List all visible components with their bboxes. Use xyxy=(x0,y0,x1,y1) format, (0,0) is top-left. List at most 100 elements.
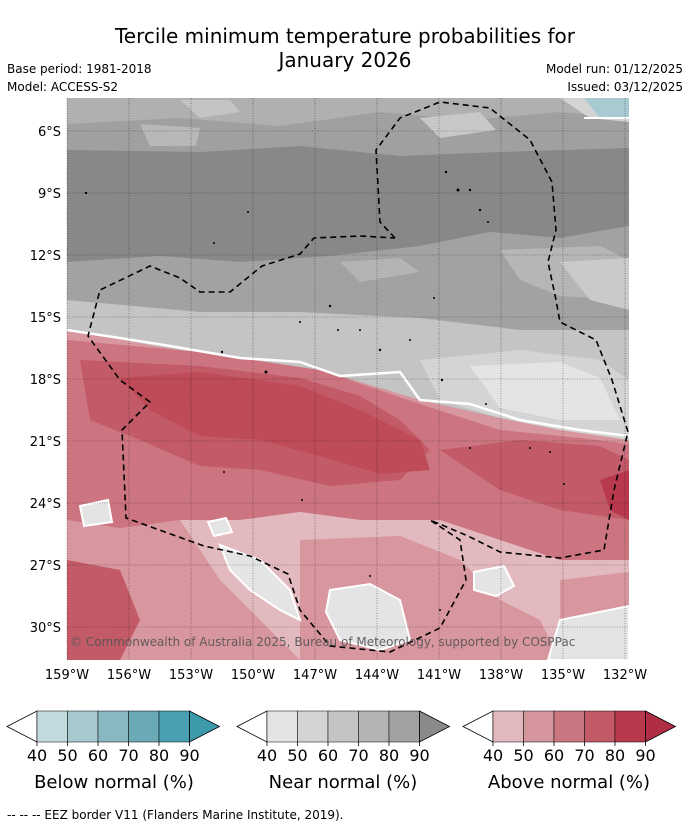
contour-near-above-boundary xyxy=(67,328,629,438)
patch-near-40d xyxy=(546,604,629,660)
region-near-90 xyxy=(67,146,629,262)
colorbar-tick-label: 90 xyxy=(179,746,199,765)
colorbar-tick-label: 40 xyxy=(257,746,277,765)
colorbar-segment xyxy=(36,710,68,743)
region-near-60c xyxy=(560,258,629,310)
colorbars: 40 50 60 70 80 90 40 50 60 70 80 90 40 50 60 70 80 90 xyxy=(6,710,677,765)
colorbar-tick-label: 50 xyxy=(287,746,307,765)
eez-legend: -- -- -- EEZ border V11 (Flanders Marine… xyxy=(7,808,344,822)
colorbar-segment xyxy=(492,710,524,743)
colorbar-above: 40 50 60 70 80 90 xyxy=(462,710,677,765)
islands xyxy=(84,170,565,611)
patch-near-40b xyxy=(324,582,412,652)
colorbar-segment xyxy=(97,710,129,743)
issued-date: Issued: 03/12/2025 xyxy=(567,80,683,94)
graticule xyxy=(66,98,629,660)
colorbar-tick-label: 70 xyxy=(348,746,368,765)
copyright-text: © Commonwealth of Australia 2025, Bureau… xyxy=(70,635,575,649)
colorbar-segment xyxy=(584,710,616,743)
region-near-70b xyxy=(140,124,200,146)
colorbar-tick-label: 60 xyxy=(88,746,108,765)
lon-label: 132°W xyxy=(603,668,647,683)
lat-label: 24°S xyxy=(30,497,61,512)
colorbar-tick-label: 70 xyxy=(574,746,594,765)
colorbar-segment xyxy=(614,710,646,743)
region-above-90 xyxy=(600,470,629,520)
lat-label: 18°S xyxy=(30,373,61,388)
lon-label: 141°W xyxy=(417,668,461,683)
colorbar-segment xyxy=(388,710,420,743)
colorbar-tick-label: 40 xyxy=(27,746,47,765)
colorbar-min-extend xyxy=(462,710,494,743)
region-near-70d xyxy=(340,258,420,282)
eez-border xyxy=(87,101,629,653)
region-near-60-top xyxy=(180,100,240,118)
region-near-80 xyxy=(67,226,629,330)
colorbar-below: 40 50 60 70 80 90 xyxy=(6,710,221,765)
colorbar-max-extend xyxy=(189,710,221,743)
colorbar-label-above: Above normal (%) xyxy=(487,772,651,793)
colorbar-label-below: Below normal (%) xyxy=(34,772,194,793)
colorbar-max-extend xyxy=(419,710,451,743)
title-line-2: January 2026 xyxy=(278,48,412,72)
title-line-1: Tercile minimum temperature probabilitie… xyxy=(114,24,576,48)
lon-label: 159°W xyxy=(45,668,89,683)
probability-field xyxy=(67,98,629,660)
colorbar-segment xyxy=(327,710,359,743)
colorbar-tick-label: 90 xyxy=(409,746,429,765)
lon-label: 156°W xyxy=(107,668,151,683)
colorbar-segment xyxy=(158,710,190,743)
colorbar-tick-label: 50 xyxy=(57,746,77,765)
colorbar-min-extend xyxy=(6,710,38,743)
region-near-40 xyxy=(470,362,620,420)
longitude-labels: 159°W 156°W 153°W 150°W 147°W 144°W 141°W 138°W… xyxy=(45,668,647,683)
region-above-70c xyxy=(67,560,140,660)
lat-label: 12°S xyxy=(30,249,61,264)
lat-label: 27°S xyxy=(30,559,61,574)
meta-right: Model run: 01/12/2025 Issued: 03/12/2025 xyxy=(546,60,683,96)
lat-label: 30°S xyxy=(30,621,61,636)
colorbar-min-extend xyxy=(236,710,268,743)
colorbar-tick-label: 80 xyxy=(379,746,399,765)
colorbar-segment xyxy=(128,710,160,743)
colorbar-segment xyxy=(358,710,390,743)
lon-label: 147°W xyxy=(293,668,337,683)
patch-near-40e xyxy=(78,498,114,528)
model-name: Model: ACCESS-S2 xyxy=(7,80,119,94)
lon-label: 150°W xyxy=(231,668,275,683)
colorbar-segment xyxy=(553,710,585,743)
colorbar-segment xyxy=(266,710,298,743)
region-above-80 xyxy=(120,372,430,474)
patch-near-40c xyxy=(473,564,516,598)
colorbar-tick-label: 80 xyxy=(605,746,625,765)
colorbar-tick-label: 40 xyxy=(483,746,503,765)
meta-left: Base period: 1981-2018 Model: ACCESS-S2 xyxy=(7,60,152,96)
lat-label: 21°S xyxy=(30,435,61,450)
region-above-70b xyxy=(440,440,629,520)
figure-title: Tercile minimum temperature probabilitie… xyxy=(0,24,690,72)
lon-label: 138°W xyxy=(479,668,523,683)
lon-label: 135°W xyxy=(541,668,585,683)
colorbar-tick-label: 60 xyxy=(544,746,564,765)
lat-label: 9°S xyxy=(38,187,61,202)
latitude-labels: 6°S 9°S 12°S 15°S 18°S 21°S 24°S 27°S 30°S xyxy=(30,125,61,636)
colorbar-max-extend xyxy=(645,710,677,743)
colorbar-segment xyxy=(67,710,99,743)
colorbar-tick-label: 60 xyxy=(318,746,338,765)
patch-near-40f xyxy=(206,516,234,538)
colorbar-label-near: Near normal (%) xyxy=(268,772,418,793)
colorbar-tick-label: 70 xyxy=(118,746,138,765)
lon-label: 144°W xyxy=(355,668,399,683)
colorbar-near: 40 50 60 70 80 90 xyxy=(236,710,451,765)
lon-label: 153°W xyxy=(169,668,213,683)
colorbar-segment xyxy=(297,710,329,743)
colorbar-tick-label: 80 xyxy=(149,746,169,765)
base-period: Base period: 1981-2018 xyxy=(7,62,152,76)
colorbar-tick-label: 90 xyxy=(635,746,655,765)
model-run: Model run: 01/12/2025 xyxy=(545,62,683,76)
lat-label: 6°S xyxy=(38,125,61,140)
colorbar-segment xyxy=(523,710,555,743)
colorbar-tick-label: 50 xyxy=(513,746,533,765)
lat-label: 15°S xyxy=(30,311,61,326)
